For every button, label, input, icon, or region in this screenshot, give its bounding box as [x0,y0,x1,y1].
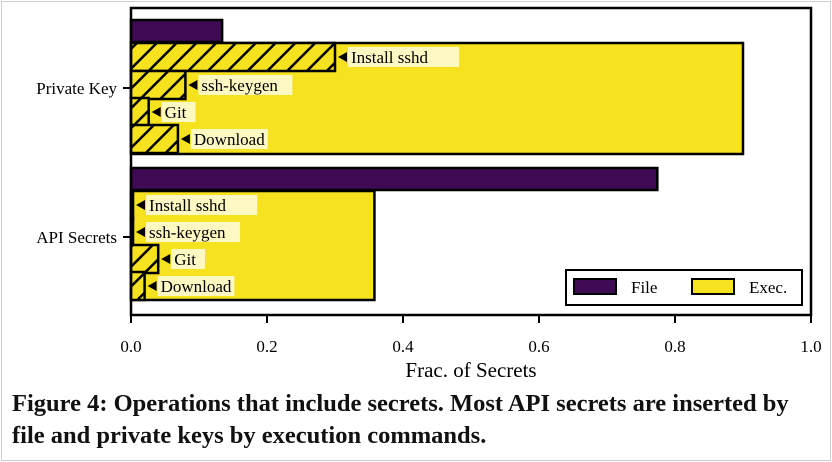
x-tick-label: 0.4 [392,337,414,356]
bar-exec-sub-0-2 [129,96,150,128]
annotation-box [161,102,196,122]
legend-label-file: File [631,278,657,297]
annotation-arrow-icon [188,80,198,90]
annotation-label: Install sshd [149,196,226,215]
annotation-box [146,195,258,215]
annotation-label: Download [161,277,232,296]
annotation-arrow-icon [161,254,171,264]
bar-exec-sub-0-0 [129,41,337,73]
annotation-label: ssh-keygen [149,223,226,242]
bar-file-1 [129,166,659,192]
y-tick-label: Private Key [36,79,117,98]
x-tick-label: 1.0 [800,337,821,356]
bar-file-0 [129,18,224,44]
legend-swatch-exec [691,278,735,295]
bar-chart: Install sshd ssh-keygen Git Download Private… [36,6,822,382]
figure-caption: Figure 4: Operations that include secret… [12,390,789,449]
x-tick-label: 0.6 [528,337,549,356]
annotation-box [171,249,205,269]
annotation-arrow-icon [136,200,146,210]
bar-exec-sub-0-1 [129,69,187,101]
annotation-arrow-icon [147,281,157,291]
legend-swatch-file [573,278,617,295]
annotation-box [146,222,241,242]
annotation-arrow-icon [136,227,146,237]
annotation-box [198,75,293,95]
bar-exec-sub-1-3 [129,270,146,302]
y-tick-label: API Secrets [36,228,117,247]
annotation-box [190,129,268,149]
annotation-label: ssh-keygen [201,76,278,95]
x-tick-label: 0.2 [256,337,277,356]
annotation-box [157,276,235,296]
x-tick-label: 0.8 [664,337,685,356]
x-axis-label: Frac. of Secrets [405,358,536,382]
annotation-label: Install sshd [351,48,428,67]
annotation-box [348,47,460,67]
annotation-arrow-icon [338,52,347,62]
annotation-label: Git [165,103,187,122]
annotation-arrow-icon [151,107,161,117]
annotation-label: Git [174,250,196,269]
annotation-label: Download [194,130,265,149]
legend-label-exec: Exec. [749,278,787,297]
plot-frame [129,6,813,317]
bar-exec-sub-1-2 [129,243,160,275]
x-tick-label: 0.0 [120,337,141,356]
bar-exec-sub-0-3 [129,123,180,155]
annotation-arrow-icon [180,134,190,144]
